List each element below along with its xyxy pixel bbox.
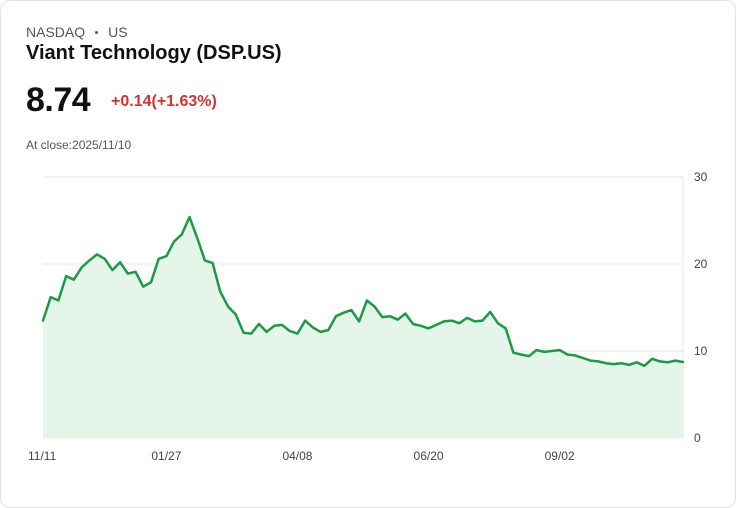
y-tick-label: 30 xyxy=(694,170,708,184)
price-change: +0.14(+1.63%) xyxy=(111,93,217,110)
price-area-fill xyxy=(43,217,683,438)
y-tick-label: 10 xyxy=(694,344,708,358)
exchange-label: NASDAQ xyxy=(26,24,86,40)
x-tick-label: 04/08 xyxy=(282,449,312,463)
x-axis-ticks: 11/11 01/27 04/08 06/20 09/02 xyxy=(28,449,575,463)
y-tick-label: 0 xyxy=(694,431,701,445)
region-label: US xyxy=(108,24,128,40)
x-tick-label: 11/11 xyxy=(28,449,57,463)
price-line[interactable] xyxy=(41,215,685,368)
at-close-date: At close:2025/11/10 xyxy=(26,138,132,152)
y-axis-ticks: 0 10 20 30 xyxy=(694,170,708,445)
stock-title: Viant Technology (DSP.US) xyxy=(26,42,282,64)
y-tick-label: 20 xyxy=(694,257,708,271)
x-tick-label: 01/27 xyxy=(151,449,181,463)
x-tick-label: 06/20 xyxy=(414,449,444,463)
exchange-row: NASDAQ US xyxy=(26,24,128,40)
x-tick-label: 09/02 xyxy=(545,449,575,463)
current-price: 8.74 xyxy=(26,81,91,119)
separator-dot-icon xyxy=(95,30,99,34)
